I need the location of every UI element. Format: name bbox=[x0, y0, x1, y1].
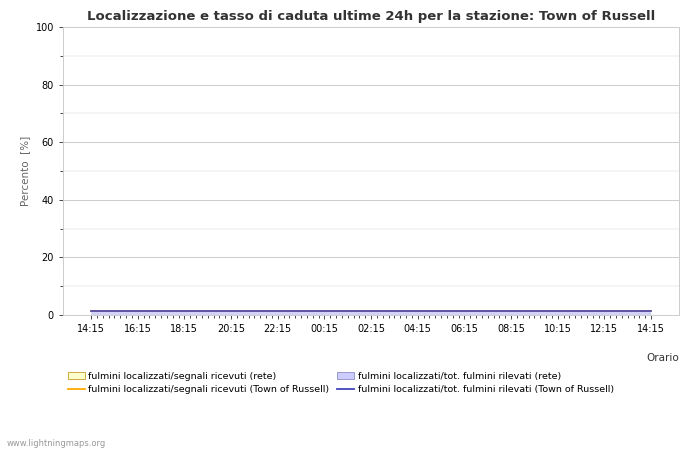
Text: www.lightningmaps.org: www.lightningmaps.org bbox=[7, 439, 106, 448]
Y-axis label: Percento  [%]: Percento [%] bbox=[20, 136, 30, 206]
Legend: fulmini localizzati/segnali ricevuti (rete), fulmini localizzati/segnali ricevut: fulmini localizzati/segnali ricevuti (re… bbox=[68, 372, 614, 394]
Text: Orario: Orario bbox=[646, 353, 679, 363]
Title: Localizzazione e tasso di caduta ultime 24h per la stazione: Town of Russell: Localizzazione e tasso di caduta ultime … bbox=[87, 10, 655, 23]
